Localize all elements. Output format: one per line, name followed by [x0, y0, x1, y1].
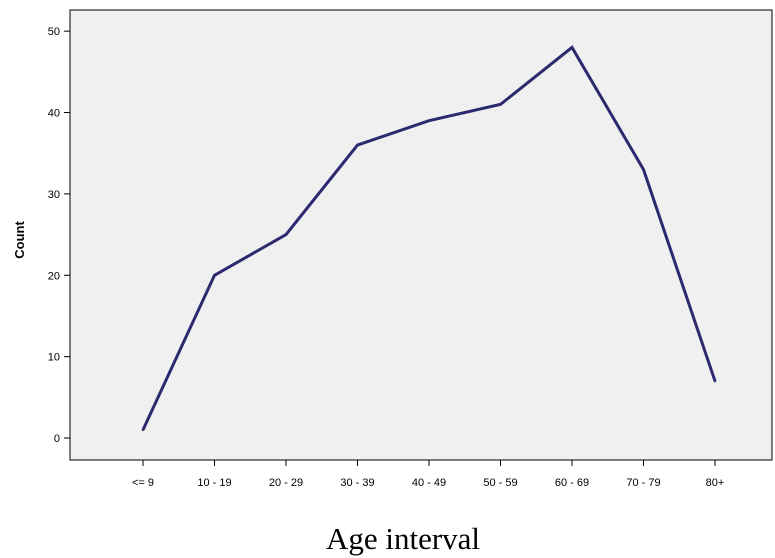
data-point — [356, 143, 359, 147]
y-tick-label: 0 — [54, 433, 60, 445]
x-tick-label: 80+ — [706, 477, 725, 489]
data-point — [284, 233, 288, 236]
y-tick-label: 20 — [48, 270, 60, 282]
x-tick-label: <= 9 — [132, 477, 154, 489]
y-tick-label: 40 — [48, 108, 60, 120]
y-tick-label: 30 — [48, 189, 60, 201]
data-point — [427, 119, 431, 122]
data-point — [570, 46, 574, 49]
x-axis: <= 9 10 - 19 20 - 29 30 - 39 40 - 49 50 - 59 6… — [132, 460, 724, 489]
x-axis-label: Age interval — [326, 521, 480, 556]
y-axis-label: Count — [12, 221, 27, 259]
x-tick-label: 20 - 29 — [269, 477, 303, 489]
series-group — [141, 45, 717, 432]
x-tick-label: 60 - 69 — [555, 477, 589, 489]
y-tick-label: 50 — [48, 26, 60, 38]
x-tick-label: 30 - 39 — [340, 477, 374, 489]
x-tick-label: 40 - 49 — [412, 477, 446, 489]
x-tick-label: 50 - 59 — [483, 477, 517, 489]
y-axis: 0 10 20 30 40 50 — [48, 26, 70, 445]
y-tick-label: 10 — [48, 352, 60, 364]
data-point — [499, 103, 502, 106]
data-point — [213, 274, 216, 277]
plot-area — [69, 9, 773, 461]
data-point — [642, 168, 645, 171]
x-tick-label: 10 - 19 — [197, 477, 231, 489]
data-point — [141, 428, 145, 432]
data-point — [713, 379, 717, 383]
x-tick-label: 70 - 79 — [626, 477, 660, 489]
